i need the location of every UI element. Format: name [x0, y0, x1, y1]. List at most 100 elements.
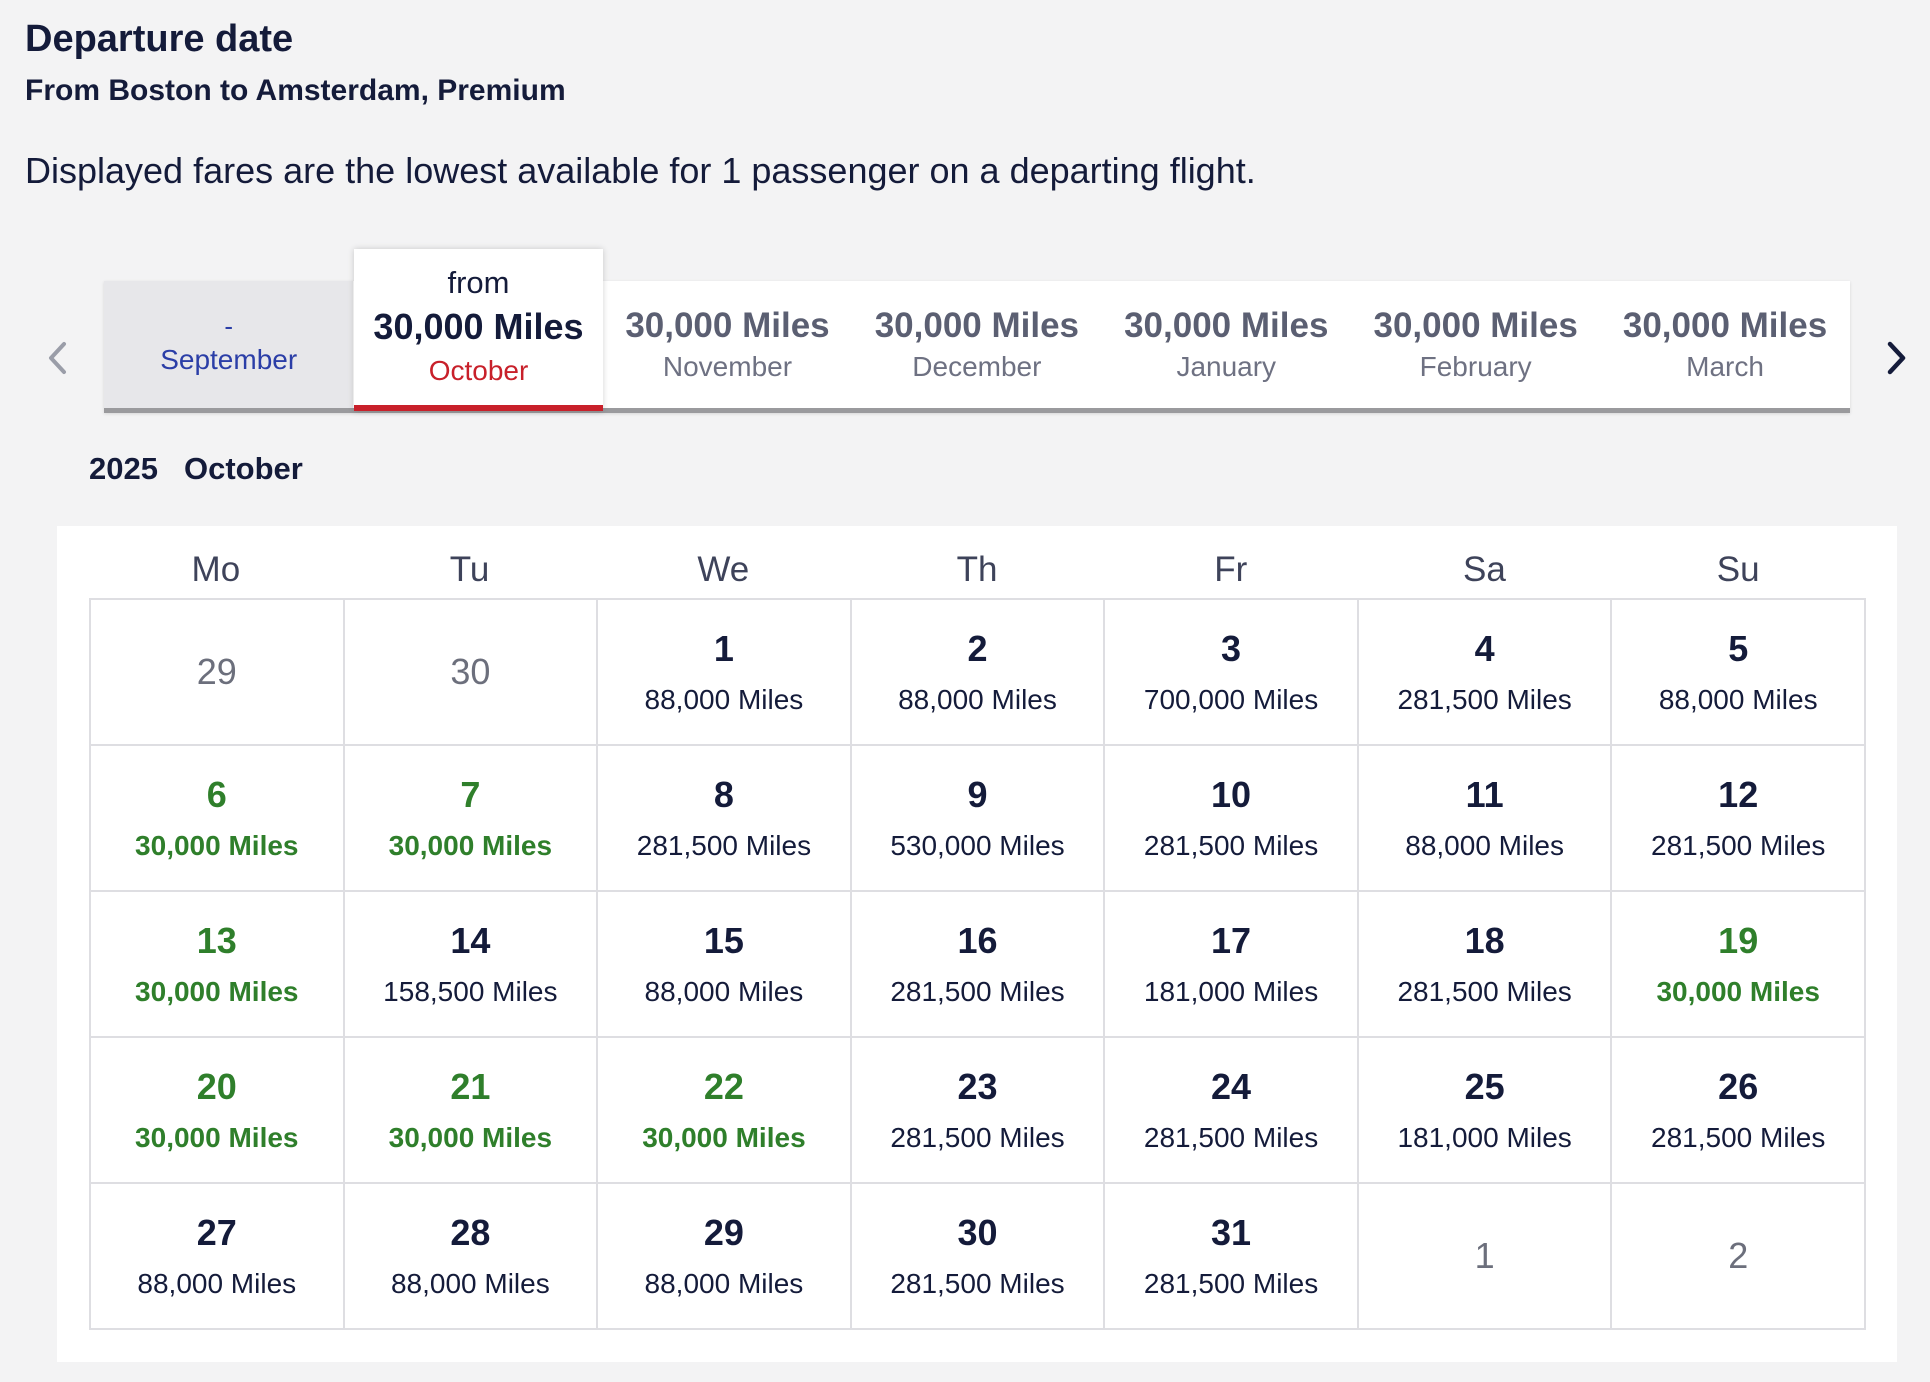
weekday-label: Tu [449, 550, 490, 589]
calendar-day[interactable]: 13 30,000 Miles [91, 892, 345, 1038]
month-tab-label: February [1419, 350, 1532, 382]
calendar-day[interactable]: 10 281,500 Miles [1105, 746, 1359, 892]
day-fare: 281,500 Miles [1397, 976, 1572, 1007]
calendar-day[interactable]: 5 88,000 Miles [1612, 600, 1866, 746]
weekday-header: Mo Tu We Th Fr Sa Su [89, 548, 1865, 598]
day-fare: 88,000 Miles [898, 684, 1057, 715]
day-number: 10 [1211, 774, 1252, 815]
day-fare: 181,000 Miles [1397, 1122, 1572, 1153]
day-fare: 281,500 Miles [1651, 830, 1826, 861]
day-number: 15 [703, 920, 744, 961]
day-fare: 88,000 Miles [1658, 684, 1818, 715]
day-number: 21 [450, 1066, 491, 1107]
day-fare: 30,000 Miles [135, 976, 299, 1007]
calendar-day[interactable]: 12 281,500 Miles [1612, 746, 1866, 892]
calendar-day[interactable]: 16 281,500 Miles [851, 892, 1106, 1038]
month-tab-january[interactable]: 30,000 Miles January [1102, 281, 1351, 408]
day-number: 14 [450, 920, 491, 961]
day-fare: 88,000 Miles [1405, 830, 1565, 861]
calendar-day[interactable]: 31 281,500 Miles [1105, 1184, 1359, 1330]
calendar-day[interactable]: 3 700,000 Miles [1105, 600, 1359, 746]
month-tab-label: December [912, 350, 1042, 382]
weekday-label: We [697, 550, 750, 589]
day-number: 18 [1464, 920, 1505, 961]
calendar-day[interactable]: 7 30,000 Miles [344, 746, 599, 892]
day-fare: 88,000 Miles [390, 1268, 550, 1299]
day-number: 2 [967, 628, 988, 669]
calendar-day[interactable]: 15 88,000 Miles [598, 892, 852, 1038]
month-tab-november[interactable]: 30,000 Miles November [603, 281, 852, 408]
month-tab-march[interactable]: 30,000 Miles March [1600, 281, 1849, 408]
day-number: 1 [713, 628, 734, 669]
day-fare: 281,500 Miles [1143, 1122, 1319, 1153]
day-number: 28 [450, 1212, 491, 1253]
weekday-label: Mo [191, 550, 241, 589]
day-number: 25 [1464, 1066, 1505, 1107]
calendar-day[interactable]: 6 30,000 Miles [91, 746, 345, 892]
calendar-day[interactable]: 21 30,000 Miles [344, 1038, 599, 1184]
calendar-day[interactable]: 2 88,000 Miles [851, 600, 1106, 746]
day-fare: 281,500 Miles [636, 830, 812, 861]
calendar-day[interactable]: 27 88,000 Miles [91, 1184, 345, 1330]
day-number: 30 [450, 651, 491, 692]
month-tabs: - September 30,000 Miles November 30,000… [104, 281, 1850, 408]
calendar-day[interactable]: 28 88,000 Miles [344, 1184, 599, 1330]
calendar-day[interactable]: 8 281,500 Miles [598, 746, 852, 892]
day-number: 8 [713, 774, 734, 815]
month-tab-price: 30,000 Miles [1373, 305, 1578, 345]
day-number: 29 [703, 1212, 744, 1253]
calendar-day[interactable]: 17 181,000 Miles [1105, 892, 1359, 1038]
month-tab-september[interactable]: - September [104, 281, 354, 408]
month-tab-label: September [160, 343, 298, 375]
day-number: 27 [196, 1212, 237, 1253]
month-tab-label: November [662, 350, 793, 382]
calendar-day[interactable]: 22 30,000 Miles [598, 1038, 852, 1184]
calendar-day[interactable]: 14 158,500 Miles [344, 892, 599, 1038]
day-fare: 158,500 Miles [383, 976, 558, 1007]
calendar-day[interactable]: 19 30,000 Miles [1612, 892, 1866, 1038]
day-fare: 30,000 Miles [135, 830, 299, 861]
day-fare: 88,000 Miles [644, 976, 804, 1007]
calendar-day[interactable]: 4 281,500 Miles [1358, 600, 1613, 746]
calendar-day[interactable]: 1 88,000 Miles [598, 600, 852, 746]
calendar-day[interactable]: 26 281,500 Miles [1612, 1038, 1866, 1184]
calendar-grid: 29 30 1 88,000 Miles 2 88,000 Miles 3 700,000 M… [89, 598, 1866, 1330]
weekday-label: Fr [1214, 550, 1248, 589]
day-fare: 88,000 Miles [644, 684, 804, 715]
calendar-day[interactable]: 20 30,000 Miles [91, 1038, 345, 1184]
calendar-day[interactable]: 11 88,000 Miles [1358, 746, 1613, 892]
day-fare: 530,000 Miles [890, 830, 1065, 861]
month-tab-price: 30,000 Miles [625, 305, 830, 345]
chevron-right-icon [1887, 341, 1906, 375]
day-number: 29 [196, 651, 237, 692]
day-number: 9 [967, 774, 988, 815]
day-number: 7 [460, 774, 481, 815]
month-tab-december[interactable]: 30,000 Miles December [852, 281, 1101, 408]
day-number: 6 [206, 774, 227, 815]
day-fare: 30,000 Miles [1656, 976, 1820, 1007]
calendar-day[interactable]: 23 281,500 Miles [851, 1038, 1106, 1184]
day-number: 12 [1718, 774, 1759, 815]
weekday-label: Th [956, 550, 998, 589]
calendar-day[interactable]: 30 281,500 Miles [851, 1184, 1106, 1330]
month-tab-prefix: from [447, 265, 510, 300]
calendar-day[interactable]: 9 530,000 Miles [851, 746, 1106, 892]
weekday-label: Sa [1463, 550, 1506, 589]
day-number: 22 [703, 1066, 744, 1107]
prev-month-button[interactable] [28, 328, 88, 388]
calendar-day[interactable]: 24 281,500 Miles [1105, 1038, 1359, 1184]
calendar-day[interactable]: 25 181,000 Miles [1358, 1038, 1613, 1184]
month-tab-february[interactable]: 30,000 Miles February [1351, 281, 1600, 408]
day-number: 13 [196, 920, 237, 961]
day-fare: 281,500 Miles [890, 1122, 1065, 1153]
month-tab-label: October [428, 355, 529, 386]
calendar-day[interactable]: 29 88,000 Miles [598, 1184, 852, 1330]
route-subtitle: From Boston to Amsterdam, Premium [25, 74, 566, 107]
month-tab-price: - [224, 310, 234, 341]
day-number: 11 [1465, 774, 1504, 815]
month-tab-october[interactable]: from 30,000 Miles October [354, 249, 603, 411]
calendar-day[interactable]: 18 281,500 Miles [1358, 892, 1613, 1038]
next-month-button[interactable] [1866, 328, 1926, 388]
day-fare: 30,000 Miles [642, 1122, 806, 1153]
calendar-heading: 2025 October [89, 451, 303, 487]
